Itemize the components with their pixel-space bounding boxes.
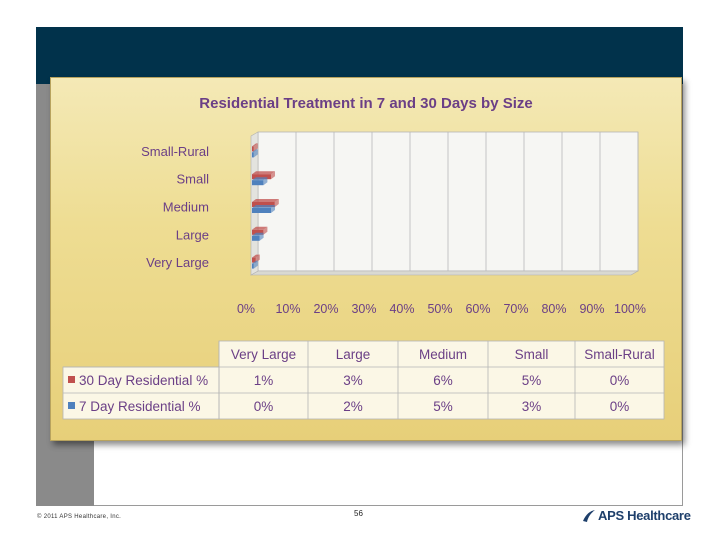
- table-data-cell: 0%: [610, 399, 630, 414]
- table-data-cell: 6%: [433, 373, 453, 388]
- table-header-cell: Small-Rural: [584, 347, 655, 362]
- legend-label: 7 Day Residential %: [79, 399, 201, 414]
- logo-swoosh-icon: [583, 509, 595, 522]
- y-category-label: Medium: [163, 200, 209, 215]
- page-number: 56: [354, 509, 363, 518]
- 7-day-bar: [252, 205, 275, 213]
- x-tick-label: 80%: [541, 302, 566, 316]
- table-header-cell: Medium: [419, 347, 467, 362]
- x-tick-label: 40%: [389, 302, 414, 316]
- 30-day-bar: [252, 171, 275, 180]
- x-tick-label: 100%: [614, 302, 646, 316]
- table-data-cell: 3%: [522, 399, 542, 414]
- 7-day-bar: [252, 232, 264, 241]
- x-tick-label: 0%: [237, 302, 255, 316]
- plot-floor: [249, 270, 640, 276]
- 30-day-bar: [252, 199, 279, 207]
- data-table-header-area: [218, 340, 665, 420]
- 7-day-bar: [252, 260, 258, 269]
- x-tick-label: 90%: [579, 302, 604, 316]
- y-category-label: Small: [176, 172, 209, 187]
- x-tick-label: 10%: [275, 302, 300, 316]
- x-tick-label: 30%: [351, 302, 376, 316]
- table-data-cell: 3%: [343, 373, 363, 388]
- copyright-text: © 2011 APS Healthcare, Inc.: [37, 514, 122, 520]
- table-header-cell: Small: [515, 347, 549, 362]
- table-header-cell: Very Large: [231, 347, 296, 362]
- header-bar: [36, 27, 683, 84]
- table-data-cell: 5%: [522, 373, 542, 388]
- legend-swatch: [68, 376, 75, 383]
- legend-label: 30 Day Residential %: [79, 373, 208, 388]
- table-header-cell: Large: [336, 347, 371, 362]
- legend-swatch: [68, 402, 75, 409]
- logo-text: APS Healthcare: [598, 508, 691, 523]
- table-data-cell: 0%: [610, 373, 630, 388]
- x-tick-label: 20%: [313, 302, 338, 316]
- table-data-cell: 5%: [433, 399, 453, 414]
- company-logo: APS Healthcare: [582, 508, 691, 523]
- 7-day-bar: [252, 177, 268, 186]
- x-tick-label: 50%: [427, 302, 452, 316]
- chart-title: Residential Treatment in 7 and 30 Days b…: [199, 95, 532, 112]
- table-data-cell: 1%: [254, 373, 274, 388]
- chart-panel: Residential Treatment in 7 and 30 Days b…: [50, 77, 682, 441]
- 30-day-bar: [252, 226, 268, 235]
- y-category-label: Very Large: [146, 255, 209, 270]
- table-data-cell: 2%: [343, 399, 363, 414]
- 30-day-bar: [252, 143, 258, 152]
- x-tick-label: 70%: [503, 302, 528, 316]
- chart: Residential Treatment in 7 and 30 Days b…: [62, 95, 665, 420]
- 7-day-bar: [252, 149, 258, 158]
- x-tick-label: 60%: [465, 302, 490, 316]
- y-category-label: Small-Rural: [141, 144, 209, 159]
- y-category-label: Large: [176, 227, 209, 242]
- table-data-cell: 0%: [254, 399, 274, 414]
